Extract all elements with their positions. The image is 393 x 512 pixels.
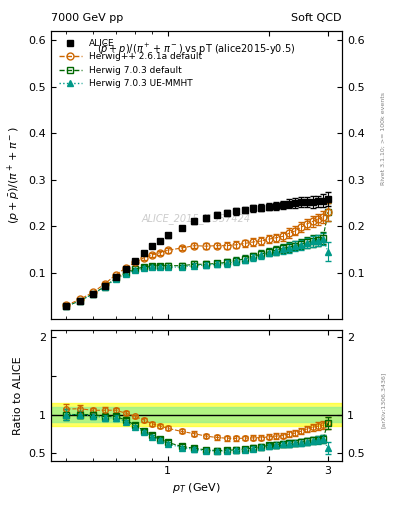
Bar xyxy=(51,407,342,422)
Text: [arXiv:1306.3436]: [arXiv:1306.3436] xyxy=(381,371,386,428)
Bar xyxy=(51,403,342,426)
Text: Soft QCD: Soft QCD xyxy=(292,13,342,23)
Text: 7000 GeV pp: 7000 GeV pp xyxy=(51,13,123,23)
Text: $(\bar{p}+p)/(\pi^++\pi^-)$ vs pT (alice2015-y0.5): $(\bar{p}+p)/(\pi^++\pi^-)$ vs pT (alice… xyxy=(97,42,296,57)
Y-axis label: Ratio to ALICE: Ratio to ALICE xyxy=(13,356,23,435)
Y-axis label: $(p + \bar{p})/(\pi^+ + \pi^-)$: $(p + \bar{p})/(\pi^+ + \pi^-)$ xyxy=(6,126,23,224)
Text: Rivet 3.1.10; >= 100k events: Rivet 3.1.10; >= 100k events xyxy=(381,92,386,185)
Legend: ALICE, Herwig++ 2.6.1a default, Herwig 7.0.3 default, Herwig 7.0.3 UE-MMHT: ALICE, Herwig++ 2.6.1a default, Herwig 7… xyxy=(55,35,206,92)
X-axis label: $p_T$ (GeV): $p_T$ (GeV) xyxy=(172,481,221,495)
Text: ALICE_2015_I1357424: ALICE_2015_I1357424 xyxy=(142,213,251,224)
